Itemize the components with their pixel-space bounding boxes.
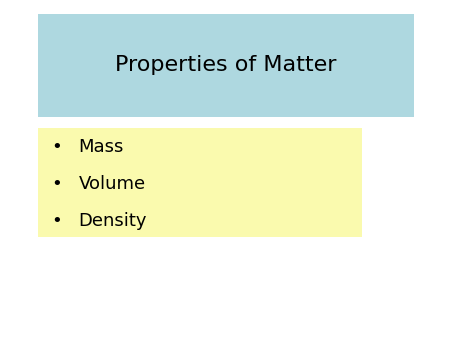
Text: •: • <box>51 212 62 231</box>
Text: Density: Density <box>79 212 147 231</box>
FancyBboxPatch shape <box>38 14 414 117</box>
Text: Volume: Volume <box>79 175 146 193</box>
Text: Mass: Mass <box>79 138 124 156</box>
FancyBboxPatch shape <box>38 128 362 237</box>
Text: •: • <box>51 138 62 156</box>
Text: Properties of Matter: Properties of Matter <box>115 55 337 75</box>
Text: •: • <box>51 175 62 193</box>
